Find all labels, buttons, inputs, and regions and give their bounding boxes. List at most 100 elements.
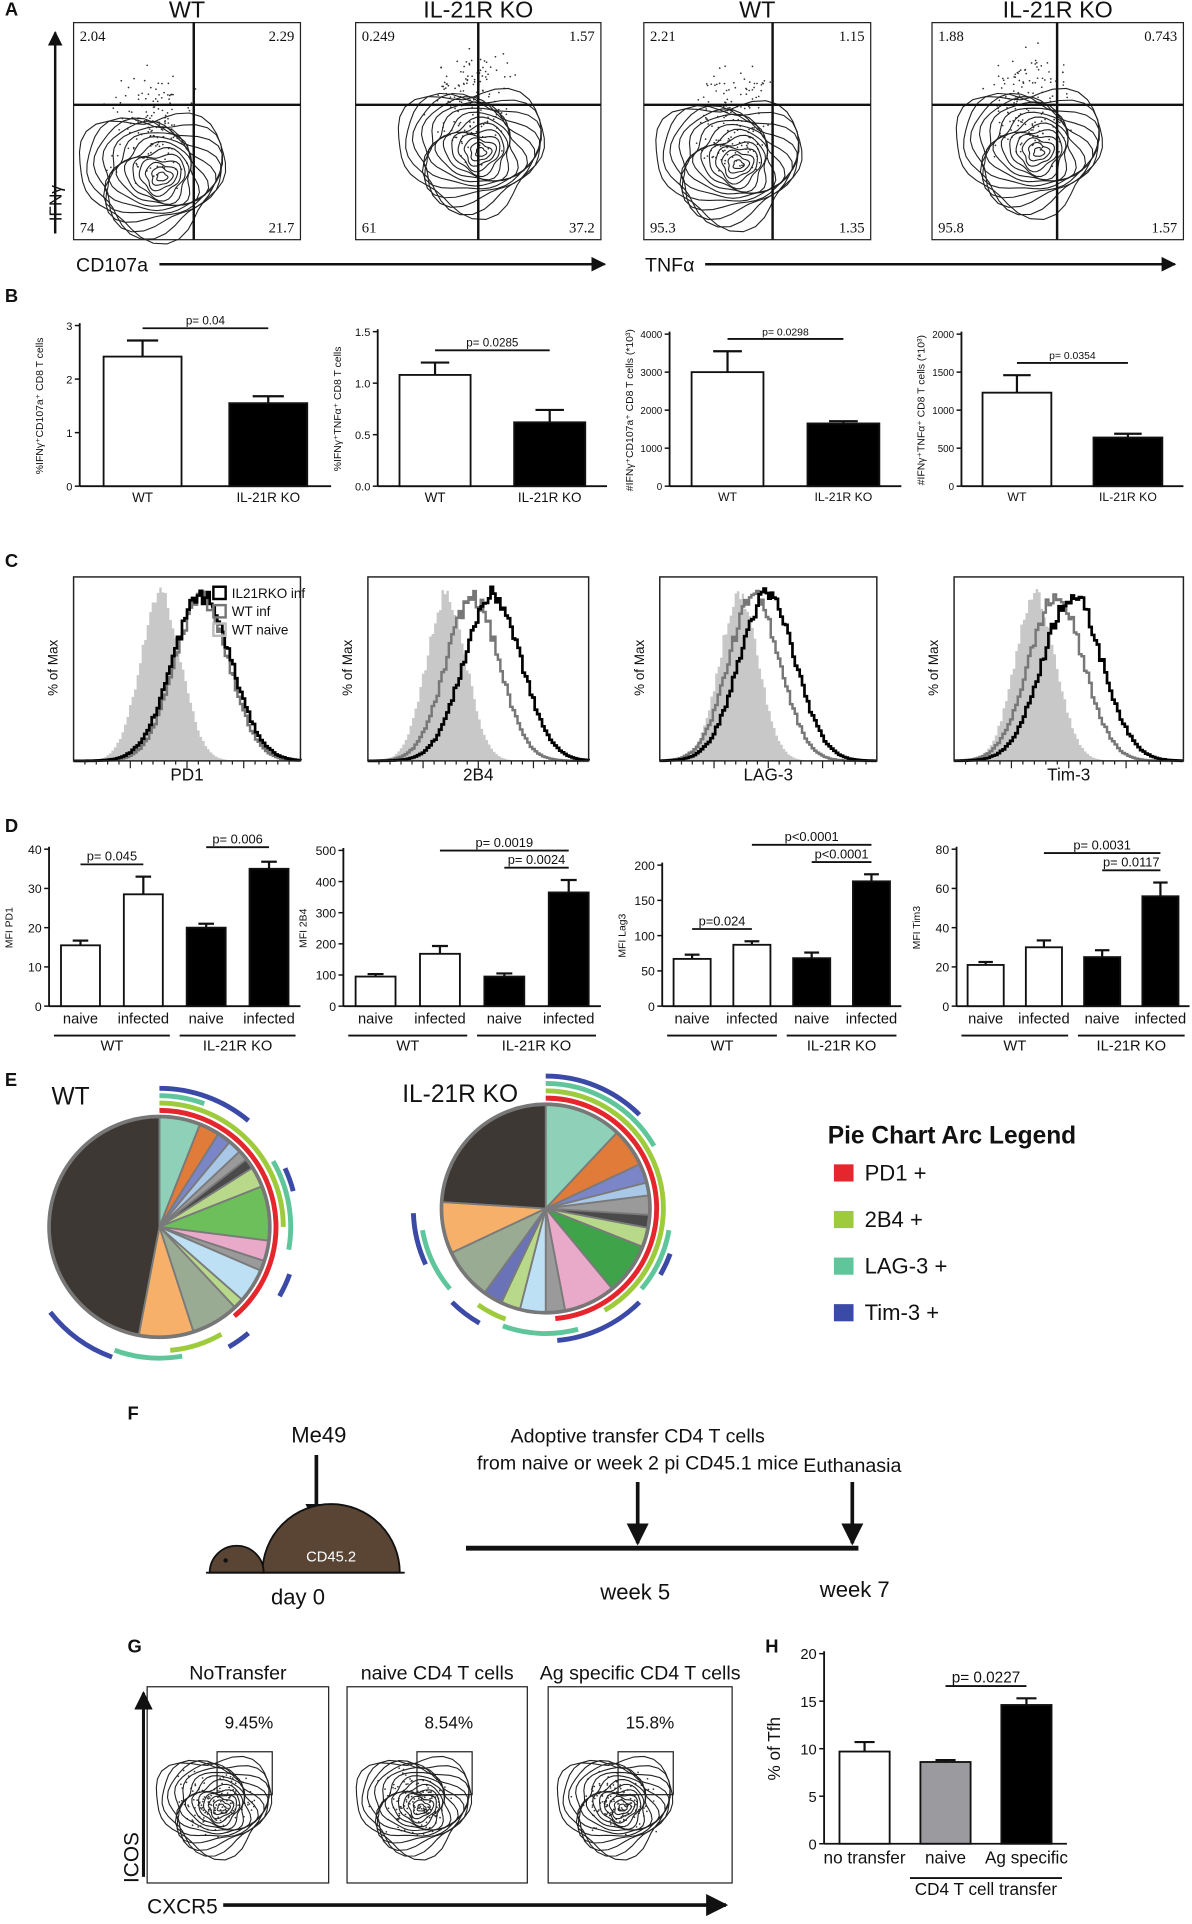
event-dot — [607, 1797, 609, 1799]
event-dot — [118, 128, 121, 131]
contour — [156, 171, 169, 182]
event-dot — [404, 1774, 407, 1776]
y-tick-label: 300 — [316, 906, 337, 920]
event-dot — [699, 121, 702, 124]
event-dot — [1000, 87, 1003, 89]
marker-arc — [545, 1095, 660, 1321]
event-dot — [396, 1800, 398, 1803]
y-tick-label: 1000 — [640, 444, 662, 455]
event-dot — [617, 1802, 620, 1805]
legend-label: WT inf — [232, 604, 271, 619]
quadrant-value: 0.249 — [362, 29, 395, 45]
bar — [838, 1750, 891, 1845]
event-dot — [1027, 109, 1030, 112]
quadrant-value: 2.29 — [269, 29, 295, 45]
event-dot — [156, 143, 159, 146]
event-dot — [751, 65, 754, 68]
event-dot — [429, 1797, 431, 1800]
event-dot — [207, 1808, 210, 1811]
x-tick-label: naive — [487, 1011, 522, 1027]
event-dot — [182, 1769, 185, 1772]
marker-arc — [450, 1300, 481, 1326]
event-dot — [202, 1809, 205, 1812]
event-dot — [149, 167, 152, 169]
event-dot — [460, 101, 463, 104]
event-dot — [130, 111, 133, 114]
event-dot — [172, 161, 175, 164]
event-dot — [710, 83, 713, 86]
event-dot — [204, 1811, 207, 1814]
p-value: p= 0.0298 — [762, 327, 809, 338]
event-dot — [757, 95, 760, 98]
event-dot — [1034, 63, 1037, 65]
bar — [732, 943, 772, 1008]
event-dot — [178, 1801, 181, 1803]
event-dot — [152, 175, 155, 178]
quadrant-value: 2.04 — [80, 29, 106, 45]
event-dot — [210, 1804, 213, 1806]
contour — [669, 105, 800, 221]
panel-label: F — [128, 1402, 139, 1423]
event-dot — [167, 122, 170, 124]
y-axis-label: % of Max — [632, 639, 647, 695]
event-dot — [219, 1800, 222, 1803]
y-tick-label: 100 — [634, 929, 655, 943]
event-dot — [753, 86, 755, 89]
event-dot — [485, 61, 488, 64]
event-dot — [728, 88, 730, 91]
y-axis-label: % of Max — [340, 639, 355, 695]
event-dot — [406, 1807, 409, 1810]
event-dot — [408, 1803, 411, 1805]
event-dot — [714, 84, 716, 87]
event-dot — [248, 1803, 251, 1805]
event-dot — [1025, 72, 1028, 75]
plot-title: naive CD4 T cells — [361, 1662, 514, 1684]
event-dot — [734, 152, 737, 154]
event-dot — [606, 1782, 609, 1785]
y-tick-label: 80 — [936, 843, 950, 857]
event-dot — [173, 124, 176, 126]
event-dot — [444, 87, 447, 89]
event-dot — [170, 93, 172, 96]
legend-swatch — [212, 622, 227, 638]
event-dot — [160, 96, 163, 99]
event-dot — [143, 79, 146, 82]
pie-title: IL-21R KO — [402, 1081, 518, 1108]
event-dot — [505, 113, 508, 116]
group-label: IL-21R KO — [807, 1038, 876, 1054]
legend-label: LAG-3 + — [865, 1253, 948, 1278]
event-dot — [1042, 132, 1044, 135]
event-dot — [480, 109, 482, 111]
event-dot — [208, 1797, 211, 1799]
event-dot — [465, 61, 468, 63]
event-dot — [1030, 62, 1033, 64]
event-dot — [231, 1777, 234, 1779]
event-dot — [487, 147, 490, 150]
event-dot — [194, 88, 197, 90]
event-dot — [994, 144, 997, 147]
y-tick-label: 200 — [634, 859, 655, 873]
event-dot — [152, 100, 155, 103]
event-dot — [392, 1783, 395, 1786]
event-dot — [1037, 125, 1040, 128]
y-axis-label: #IFNγ⁺CD107a⁺ CD8 T cells (*10³) — [625, 329, 636, 491]
marker-arc — [48, 1310, 113, 1360]
contour — [475, 147, 488, 157]
event-dot — [397, 1826, 399, 1829]
event-dot — [250, 1809, 253, 1811]
event-dot — [612, 1784, 615, 1786]
contour — [1021, 137, 1055, 167]
event-dot — [443, 88, 446, 90]
event-dot — [214, 1807, 217, 1809]
event-dot — [201, 1777, 204, 1779]
event-dot — [472, 83, 475, 86]
event-dot — [509, 75, 512, 78]
contour — [216, 1803, 227, 1812]
event-dot — [459, 90, 462, 93]
event-dot — [1019, 143, 1022, 146]
event-dot — [401, 1772, 404, 1774]
event-dot — [212, 1800, 215, 1803]
event-dot — [1053, 118, 1056, 121]
plot-frame — [72, 22, 302, 241]
y-tick-label: 40 — [28, 843, 42, 857]
